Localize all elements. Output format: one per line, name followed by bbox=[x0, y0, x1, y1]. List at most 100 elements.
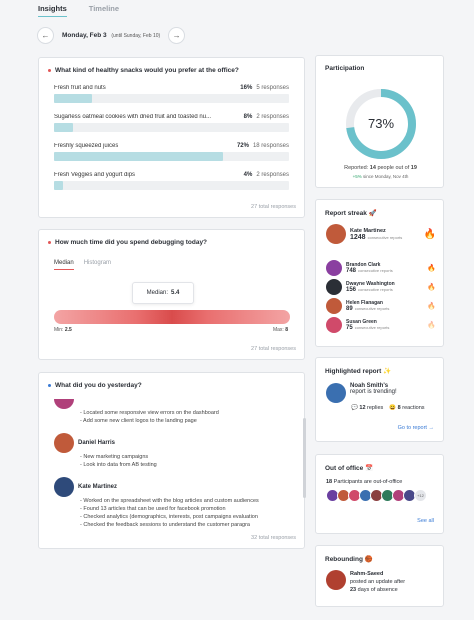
avatar bbox=[326, 317, 342, 333]
streak-leader[interactable]: Kate Martinez 1248 consecutive reports 🔥 bbox=[326, 224, 436, 244]
avatar bbox=[326, 383, 346, 403]
streak-row[interactable]: Brandon Clark 748 consecutive reports 🔥 bbox=[326, 260, 436, 276]
highlighted-title: Highlighted report ✨ bbox=[325, 368, 392, 375]
streak-row[interactable]: Helen Flanagan 89 consecutive reports 🔥 bbox=[326, 298, 436, 314]
option-row: Sugarless oatmeal cookies with dried fru… bbox=[54, 114, 289, 132]
answer-line: - Located some responsive view errors on… bbox=[80, 410, 219, 416]
reactions: 😄 8 reactions bbox=[389, 405, 425, 411]
next-week-button[interactable]: → bbox=[168, 27, 186, 44]
total-responses: 27 total responses bbox=[251, 204, 296, 210]
participation-card: Participation 73% Reported: 14 people ou… bbox=[315, 55, 444, 188]
option-bar-track bbox=[54, 123, 289, 132]
office-avatars[interactable]: +12 bbox=[326, 489, 427, 502]
flame-icon: 🔥 bbox=[427, 284, 436, 291]
total-responses: 27 total responses bbox=[251, 346, 296, 352]
answer-line: - Found 13 articles that can be used for… bbox=[80, 506, 226, 512]
median-range-bar[interactable] bbox=[54, 310, 290, 324]
answer-line: - New marketing campaigns bbox=[80, 454, 149, 460]
option-value: 8% 2 responses bbox=[243, 114, 289, 120]
tab-insights[interactable]: Insights bbox=[38, 4, 67, 17]
option-label: Fresh Veggies and yogurt dips bbox=[54, 172, 136, 178]
answer-line: - Checked the feedback sessions to under… bbox=[80, 522, 250, 527]
streak-row[interactable]: Dwayne Washington 156 consecutive reports 🔥 bbox=[326, 279, 436, 295]
rebounding-user: Rahm-Saeed posted an update after 23 day… bbox=[326, 570, 405, 594]
option-bar-fill bbox=[54, 94, 92, 103]
more-count: +12 bbox=[414, 489, 427, 502]
date-range: Monday, Feb 3 (until Sunday, Feb 10) bbox=[62, 32, 160, 39]
go-to-report-link[interactable]: Go to report → bbox=[397, 425, 435, 431]
avatar bbox=[326, 260, 342, 276]
option-value: 72% 18 responses bbox=[236, 143, 289, 149]
question-title: What did you do yesterday? bbox=[48, 382, 142, 389]
tab-histogram[interactable]: Histogram bbox=[83, 260, 112, 266]
max-value: Max: 8 bbox=[272, 327, 288, 333]
highlighted-author: Noah Smith's report is trending! bbox=[326, 383, 397, 403]
calendar-icon: 📅 bbox=[365, 465, 374, 472]
avatar bbox=[326, 570, 346, 590]
arrow-right-icon: → bbox=[428, 425, 435, 431]
option-row: Freshly squeezed juices 72% 18 responses bbox=[54, 143, 289, 161]
yesterday-question-card: What did you do yesterday? - Located som… bbox=[38, 372, 306, 549]
avatar bbox=[326, 298, 342, 314]
highlighted-stats: 💬 12 replies 😄 8 reactions bbox=[351, 405, 425, 411]
answer-line: - Worked on the spreadsheet with the blo… bbox=[80, 498, 259, 504]
change-line: +5% since Monday, Nov 4th bbox=[352, 174, 409, 179]
answer-author: Daniel Harris bbox=[78, 440, 116, 446]
option-bar-track bbox=[54, 181, 289, 190]
highlighted-report-card: Highlighted report ✨ Noah Smith's report … bbox=[315, 357, 444, 442]
avatar bbox=[326, 279, 342, 295]
option-bar-fill bbox=[54, 152, 224, 161]
scrollbar[interactable] bbox=[303, 418, 306, 498]
arrow-right-icon: → bbox=[172, 31, 181, 40]
question-title: What kind of healthy snacks would you pr… bbox=[48, 67, 239, 74]
status-dot bbox=[48, 69, 51, 72]
basketball-icon: 🏀 bbox=[364, 556, 373, 563]
answer-line: - Look into data from AB testing bbox=[80, 462, 157, 468]
snacks-question-card: What kind of healthy snacks would you pr… bbox=[38, 57, 305, 218]
top-tabs: Insights Timeline bbox=[38, 4, 119, 17]
date-navigation: ← Monday, Feb 3 (until Sunday, Feb 10) → bbox=[37, 27, 186, 44]
median-tooltip: Median: 5.4 bbox=[132, 282, 194, 304]
debugging-question-card: How much time did you spend debugging to… bbox=[38, 229, 305, 360]
answers-list[interactable]: - Located some responsive view errors on… bbox=[54, 399, 302, 527]
avatar bbox=[54, 399, 74, 409]
flame-icon: 🔥 bbox=[427, 265, 436, 272]
answer-line: - Add some new client logos to the landi… bbox=[80, 418, 197, 424]
option-row: Fresh fruit and nuts 16% 5 responses bbox=[54, 85, 289, 103]
rebounding-card: Rebounding 🏀 Rahm-Saeed posted an update… bbox=[315, 545, 444, 607]
chat-icon: 💬 bbox=[351, 405, 358, 411]
report-streak-card: Report streak 🚀 Kate Martinez 1248 consecu… bbox=[315, 199, 444, 347]
option-bar-fill bbox=[54, 123, 73, 132]
question-title: How much time did you spend debugging to… bbox=[48, 239, 207, 246]
tab-timeline[interactable]: Timeline bbox=[88, 4, 120, 13]
prev-week-button[interactable]: ← bbox=[37, 27, 54, 44]
flame-icon: 🔥 bbox=[423, 228, 436, 240]
option-value: 16% 5 responses bbox=[240, 85, 289, 91]
avatar bbox=[326, 224, 346, 244]
sparkles-icon: ✨ bbox=[383, 368, 392, 375]
see-all-link[interactable]: See all bbox=[417, 518, 434, 524]
view-tabs: Median Histogram bbox=[54, 260, 111, 270]
date-main: Monday, Feb 3 bbox=[62, 32, 107, 39]
option-bar-track bbox=[54, 94, 289, 103]
total-responses: 32 total responses bbox=[251, 535, 296, 541]
participation-percent: 73% bbox=[368, 116, 394, 131]
avatar bbox=[54, 433, 74, 453]
streak-row[interactable]: Susan Green 75 consecutive reports 🔥 bbox=[326, 317, 436, 333]
status-dot bbox=[48, 384, 51, 387]
replies: 💬 12 replies bbox=[351, 405, 384, 411]
option-value: 4% 2 responses bbox=[243, 172, 289, 178]
answer-line: - Checked analytics (demographics, inter… bbox=[80, 514, 258, 520]
participation-donut: 73% bbox=[346, 89, 416, 159]
option-label: Fresh fruit and nuts bbox=[54, 85, 106, 91]
option-bar-track bbox=[54, 152, 289, 161]
office-count: 18 Participants are out-of-office bbox=[326, 479, 403, 485]
answer-author: Kate Martinez bbox=[78, 484, 118, 490]
date-sub: (until Sunday, Feb 10) bbox=[111, 33, 161, 39]
tab-median[interactable]: Median bbox=[54, 260, 74, 270]
min-value: Min: 82.5 bbox=[54, 327, 72, 333]
office-title: Out of office 📅 bbox=[325, 465, 374, 472]
status-dot bbox=[48, 241, 51, 244]
arrow-left-icon: ← bbox=[41, 31, 50, 40]
streak-title: Report streak 🚀 bbox=[325, 210, 377, 217]
